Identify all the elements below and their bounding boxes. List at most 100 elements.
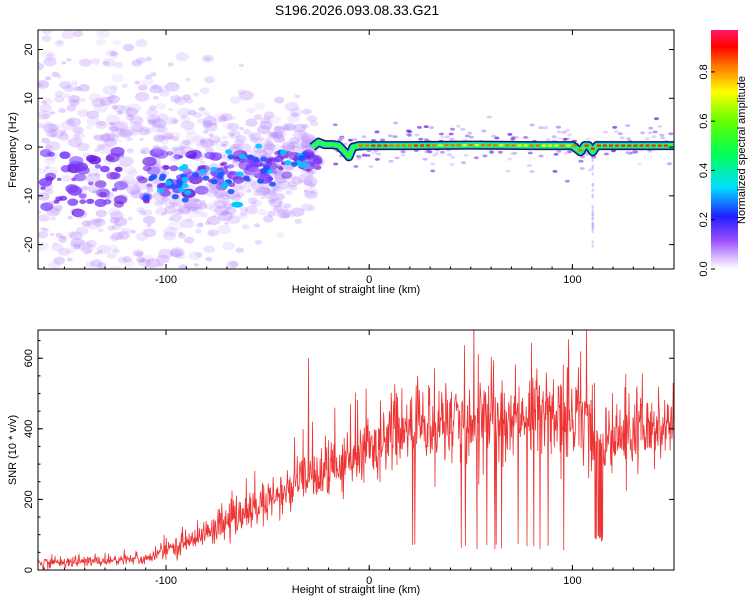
spectral-blob (229, 96, 242, 105)
ridge-blob (446, 153, 452, 157)
spectral-blob (198, 222, 204, 227)
ridge-blob (551, 135, 557, 139)
spectral-blob (180, 218, 195, 229)
spectral-blob (269, 130, 278, 137)
spectral-blob (143, 157, 151, 163)
spectral-blob (48, 123, 61, 132)
spectral-blob (275, 193, 286, 200)
spectral-blob (104, 200, 110, 205)
ridge-blob (657, 125, 663, 128)
spectral-blob (227, 129, 241, 139)
ridge-blob (567, 133, 573, 137)
spectral-blob (237, 88, 246, 95)
spectral-blob (224, 221, 230, 225)
spectral-blob (254, 223, 261, 228)
ridge-blob (407, 130, 413, 134)
ridge-blob (626, 137, 631, 141)
spectral-blob (196, 288, 210, 297)
spectral-blob (45, 53, 57, 62)
spectral-blob (109, 94, 116, 100)
ridge-blob (563, 152, 569, 155)
spectral-blob (153, 199, 164, 207)
spectral-blob (63, 93, 70, 99)
spectral-blob (209, 187, 220, 194)
spectral-blob (86, 249, 92, 254)
colorbar-tick-label: 0.2 (698, 212, 710, 227)
spectral-blob (121, 183, 130, 189)
ridge-blob (561, 130, 567, 134)
spectral-blob (107, 225, 116, 231)
spectral-blob (161, 211, 167, 216)
spectral-blob (234, 138, 244, 146)
spectral-blob-strong (257, 178, 264, 184)
spectral-blob (58, 108, 66, 114)
ridge-blob (523, 136, 529, 139)
spectral-blob (101, 132, 116, 142)
spectral-blob (106, 153, 120, 163)
spectral-blob (238, 158, 246, 163)
ridge-blob (464, 134, 470, 138)
spectral-blob (69, 273, 75, 277)
spectral-blob (162, 132, 174, 141)
spectral-blob (146, 187, 154, 193)
spectral-blob (38, 210, 42, 215)
spectral-blob-strong (247, 154, 254, 160)
ridge-blob (640, 131, 646, 135)
ridge-blob (631, 150, 637, 154)
ridge-blob (455, 124, 461, 128)
spectral-blob (130, 180, 140, 186)
spectral-blob-strong (266, 168, 274, 174)
spectral-blob (247, 179, 257, 186)
spectral-blob (71, 278, 77, 282)
spectral-blob (293, 129, 309, 140)
ridge-blob (522, 135, 528, 139)
spectral-blob (38, 231, 49, 239)
spectral-blob (103, 199, 112, 205)
spectral-blob (79, 97, 86, 102)
spectral-blob (297, 178, 304, 183)
spectral-blob (203, 245, 215, 253)
spectral-blob (56, 40, 63, 45)
spectral-blob (271, 198, 278, 203)
spectral-blob (273, 192, 284, 200)
spectral-blob (68, 160, 84, 171)
spectral-blob (185, 150, 198, 159)
spectral-blob (111, 104, 119, 110)
spectral-blob (270, 132, 279, 138)
ridge-blob (432, 153, 438, 157)
ridge-blob (666, 162, 672, 166)
spectral-blob (161, 312, 173, 320)
spectral-blob-strong (202, 175, 210, 181)
ridge-blob (654, 117, 659, 121)
spectral-blob (280, 212, 290, 219)
spectral-blob (85, 154, 98, 163)
spectral-blob (276, 137, 286, 143)
spectral-blob (209, 204, 221, 213)
spectral-blob (239, 206, 249, 213)
snr-x-axis-label: Height of straight line (km) (292, 584, 420, 596)
spectral-blob (93, 148, 100, 153)
spectral-blob (152, 298, 159, 302)
spectral-blob (175, 252, 186, 260)
spectral-blob (122, 256, 132, 263)
spectral-blob (153, 148, 164, 155)
spectral-blob (91, 276, 96, 279)
spectral-blob (51, 133, 57, 137)
spectral-blob (287, 141, 299, 150)
spectral-blob (85, 124, 93, 130)
spectral-blob (179, 205, 191, 214)
spectral-blob (268, 198, 276, 204)
spectral-blob (193, 203, 203, 210)
spectral-blob (138, 272, 143, 275)
spectral-blob (53, 256, 66, 265)
spectral-blob (178, 231, 184, 235)
spectral-blob (80, 246, 93, 255)
spectral-blob (172, 146, 180, 151)
spectral-blob (196, 140, 209, 149)
ridge-blob (637, 162, 643, 166)
spectral-blob (117, 257, 128, 264)
spectral-blob (43, 57, 57, 67)
spectral-blob (42, 98, 53, 105)
spectral-blob (194, 198, 201, 203)
spectral-blob (175, 52, 190, 62)
